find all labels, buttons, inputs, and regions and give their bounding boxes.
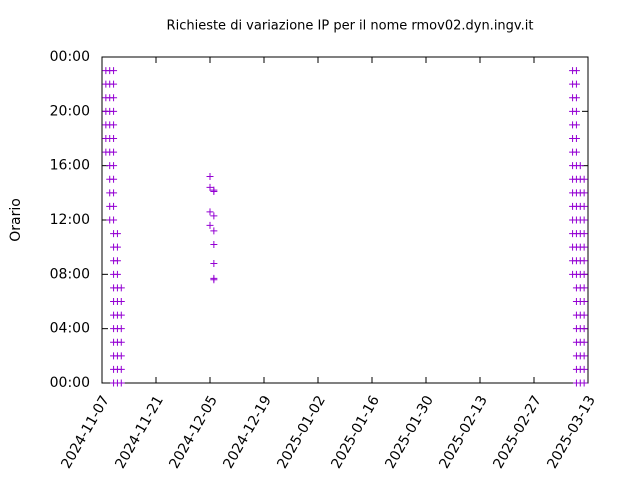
point (580, 352, 588, 360)
point (572, 148, 580, 156)
point (580, 216, 588, 224)
point (206, 221, 214, 229)
point (580, 230, 588, 238)
point (110, 94, 118, 102)
y-tick-label: 16:00 (50, 158, 90, 174)
point (580, 365, 588, 373)
y-tick-label: 04:00 (50, 321, 90, 337)
point (572, 94, 580, 102)
y-axis-label: Orario (8, 198, 24, 242)
point (113, 257, 121, 265)
point (117, 338, 125, 346)
point (110, 202, 118, 210)
point (110, 189, 118, 197)
point (210, 187, 218, 195)
y-tick-label: 00:00 (50, 375, 90, 391)
point (110, 175, 118, 183)
point (580, 325, 588, 333)
point (210, 227, 218, 235)
point (580, 243, 588, 251)
point (110, 162, 118, 170)
point (113, 230, 121, 238)
point (110, 67, 118, 75)
y-tick-label: 12:00 (50, 212, 90, 228)
point (210, 276, 218, 284)
point (580, 379, 588, 387)
point (580, 175, 588, 183)
point (113, 270, 121, 278)
point (572, 121, 580, 129)
point (110, 148, 118, 156)
point (572, 80, 580, 88)
point (117, 379, 125, 387)
point (117, 311, 125, 319)
point (210, 240, 218, 248)
point (206, 173, 214, 181)
point (572, 107, 580, 115)
point (110, 107, 118, 115)
point (580, 284, 588, 292)
point (576, 162, 584, 170)
point (572, 67, 580, 75)
y-tick-label: 08:00 (50, 266, 90, 282)
point (572, 135, 580, 142)
point (117, 352, 125, 360)
point (110, 216, 118, 224)
point (580, 189, 588, 197)
chart-title: Richieste di variazione IP per il nome r… (167, 19, 534, 34)
point (117, 325, 125, 333)
point (580, 311, 588, 319)
point (113, 243, 121, 251)
point (117, 284, 125, 292)
point (206, 183, 214, 191)
point (210, 212, 218, 220)
point (206, 208, 214, 216)
point (580, 298, 588, 305)
point (117, 298, 125, 305)
point (110, 121, 118, 129)
point (580, 202, 588, 210)
y-tick-label: 00:00 (50, 49, 90, 65)
point (117, 365, 125, 373)
point (110, 135, 118, 142)
point (580, 257, 588, 265)
point (580, 338, 588, 346)
point (110, 80, 118, 88)
point (210, 259, 218, 267)
y-tick-label: 20:00 (50, 103, 90, 119)
point (580, 270, 588, 278)
